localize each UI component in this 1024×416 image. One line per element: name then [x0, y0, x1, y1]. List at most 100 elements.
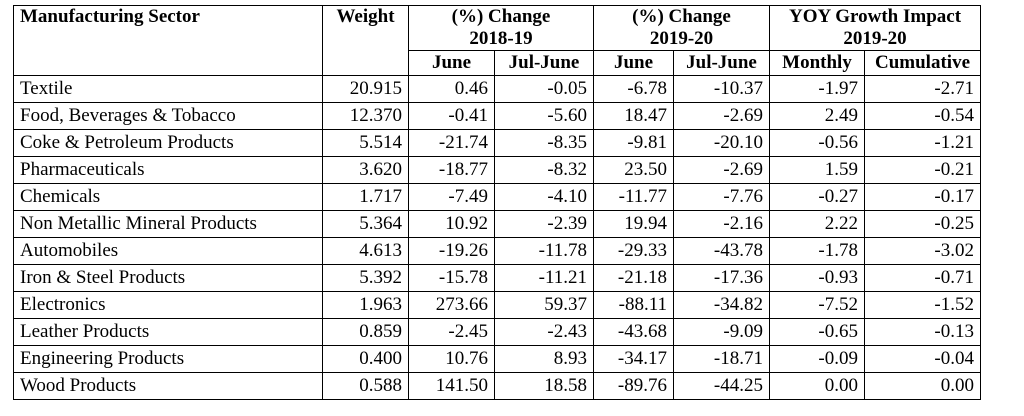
- cell-cumulative: -1.52: [864, 291, 981, 319]
- header-yoy-line2: 2019-20: [843, 28, 907, 49]
- cell-weight: 5.392: [322, 264, 409, 292]
- cell-2019-20-juljune: -43.78: [673, 237, 770, 265]
- cell-cumulative: -1.21: [864, 129, 981, 157]
- table-row: Textile 20.915 0.46 -0.05 -6.78 -10.37 -1.97 -2…: [13, 75, 981, 103]
- cell-cumulative: -0.71: [864, 264, 981, 292]
- cell-sector: Iron & Steel Products: [13, 264, 323, 292]
- cell-weight: 0.859: [322, 318, 409, 346]
- cell-cumulative: -2.71: [864, 75, 981, 103]
- cell-sector: Wood Products: [13, 372, 323, 400]
- header-change-2019-20: (%) Change 2019-20: [593, 5, 770, 51]
- cell-2018-19-june: -7.49: [408, 183, 495, 211]
- table-row: Food, Beverages & Tobacco 12.370 -0.41 -5.6…: [13, 102, 981, 130]
- table-row: Iron & Steel Products 5.392 -15.78 -11.21 -2…: [13, 264, 981, 292]
- cell-2019-20-june: -21.18: [593, 264, 674, 292]
- cell-weight: 0.400: [322, 345, 409, 373]
- cell-sector: Coke & Petroleum Products: [13, 129, 323, 157]
- cell-cumulative: -0.21: [864, 156, 981, 184]
- cell-2018-19-june: 0.46: [408, 75, 495, 103]
- cell-2019-20-juljune: -2.69: [673, 102, 770, 130]
- cell-2019-20-juljune: -20.10: [673, 129, 770, 157]
- header-june-2019-20: June: [593, 50, 674, 76]
- cell-2019-20-june: -11.77: [593, 183, 674, 211]
- cell-2019-20-june: -88.11: [593, 291, 674, 319]
- cell-2018-19-june: 10.76: [408, 345, 495, 373]
- cell-cumulative: -0.54: [864, 102, 981, 130]
- cell-monthly: 2.22: [769, 210, 865, 238]
- cell-2019-20-june: -6.78: [593, 75, 674, 103]
- table-row: Engineering Products 0.400 10.76 8.93 -34.17…: [13, 345, 981, 373]
- cell-2018-19-juljune: -11.78: [494, 237, 594, 265]
- cell-2019-20-june: 19.94: [593, 210, 674, 238]
- table-body: Textile 20.915 0.46 -0.05 -6.78 -10.37 -1.97 -2…: [13, 75, 981, 400]
- cell-sector: Food, Beverages & Tobacco: [13, 102, 323, 130]
- cell-monthly: 0.00: [769, 372, 865, 400]
- cell-2019-20-juljune: -7.76: [673, 183, 770, 211]
- cell-2018-19-juljune: -8.32: [494, 156, 594, 184]
- table-row: Leather Products 0.859 -2.45 -2.43 -43.68 -9.…: [13, 318, 981, 346]
- cell-sector: Electronics: [13, 291, 323, 319]
- cell-monthly: -0.93: [769, 264, 865, 292]
- table-header: Manufacturing Sector Weight (%) Change 2…: [13, 5, 981, 76]
- cell-weight: 20.915: [322, 75, 409, 103]
- cell-weight: 1.717: [322, 183, 409, 211]
- header-change-2018-19-line1: (%) Change: [451, 6, 551, 27]
- cell-2018-19-juljune: 18.58: [494, 372, 594, 400]
- cell-weight: 3.620: [322, 156, 409, 184]
- cell-monthly: -1.97: [769, 75, 865, 103]
- table-row: Automobiles 4.613 -19.26 -11.78 -29.33 -43.78…: [13, 237, 981, 265]
- cell-2019-20-juljune: -18.71: [673, 345, 770, 373]
- cell-2018-19-juljune: 8.93: [494, 345, 594, 373]
- cell-2018-19-juljune: -8.35: [494, 129, 594, 157]
- cell-monthly: -0.56: [769, 129, 865, 157]
- cell-cumulative: -0.04: [864, 345, 981, 373]
- table-row: Wood Products 0.588 141.50 18.58 -89.76 -44.2…: [13, 372, 981, 400]
- cell-monthly: -0.09: [769, 345, 865, 373]
- cell-2019-20-juljune: -9.09: [673, 318, 770, 346]
- cell-cumulative: -0.17: [864, 183, 981, 211]
- cell-sector: Pharmaceuticals: [13, 156, 323, 184]
- cell-2018-19-juljune: -5.60: [494, 102, 594, 130]
- cell-2019-20-juljune: -2.16: [673, 210, 770, 238]
- cell-sector: Textile: [13, 75, 323, 103]
- cell-2018-19-juljune: -2.43: [494, 318, 594, 346]
- cell-2019-20-june: -89.76: [593, 372, 674, 400]
- cell-sector: Chemicals: [13, 183, 323, 211]
- cell-weight: 4.613: [322, 237, 409, 265]
- header-change-2018-19-line2: 2018-19: [469, 28, 533, 49]
- cell-2018-19-june: -15.78: [408, 264, 495, 292]
- header-monthly: Monthly: [769, 50, 865, 76]
- cell-monthly: -0.27: [769, 183, 865, 211]
- cell-weight: 1.963: [322, 291, 409, 319]
- header-yoy-growth-impact: YOY Growth Impact 2019-20: [769, 5, 981, 51]
- cell-monthly: -1.78: [769, 237, 865, 265]
- cell-weight: 12.370: [322, 102, 409, 130]
- cell-2018-19-june: 141.50: [408, 372, 495, 400]
- cell-weight: 5.364: [322, 210, 409, 238]
- header-june-2018-19: June: [408, 50, 495, 76]
- manufacturing-table: Manufacturing Sector Weight (%) Change 2…: [13, 5, 981, 400]
- table-row: Electronics 1.963 273.66 59.37 -88.11 -34.82-…: [13, 291, 981, 319]
- cell-2019-20-juljune: -10.37: [673, 75, 770, 103]
- cell-monthly: -0.65: [769, 318, 865, 346]
- header-change-2018-19: (%) Change 2018-19: [408, 5, 594, 51]
- cell-2019-20-juljune: -17.36: [673, 264, 770, 292]
- cell-2019-20-juljune: -34.82: [673, 291, 770, 319]
- cell-2018-19-juljune: -2.39: [494, 210, 594, 238]
- table-row: Non Metallic Mineral Products 5.364 10.92-…: [13, 210, 981, 238]
- header-change-2019-20-line2: 2019-20: [649, 28, 714, 49]
- cell-2018-19-juljune: 59.37: [494, 291, 594, 319]
- table-row: Chemicals 1.717 -7.49 -4.10 -11.77 -7.76 -0.27…: [13, 183, 981, 211]
- cell-sector: Leather Products: [13, 318, 323, 346]
- header-cumulative: Cumulative: [864, 50, 981, 76]
- cell-2018-19-juljune: -11.21: [494, 264, 594, 292]
- cell-cumulative: 0.00: [864, 372, 981, 400]
- table-row: Pharmaceuticals 3.620 -18.77 -8.32 23.50 -2.6…: [13, 156, 981, 184]
- cell-2019-20-june: -34.17: [593, 345, 674, 373]
- cell-2018-19-juljune: -0.05: [494, 75, 594, 103]
- cell-monthly: 1.59: [769, 156, 865, 184]
- cell-sector: Non Metallic Mineral Products: [13, 210, 323, 238]
- cell-2019-20-june: -29.33: [593, 237, 674, 265]
- cell-2018-19-juljune: -4.10: [494, 183, 594, 211]
- cell-2019-20-juljune: -2.69: [673, 156, 770, 184]
